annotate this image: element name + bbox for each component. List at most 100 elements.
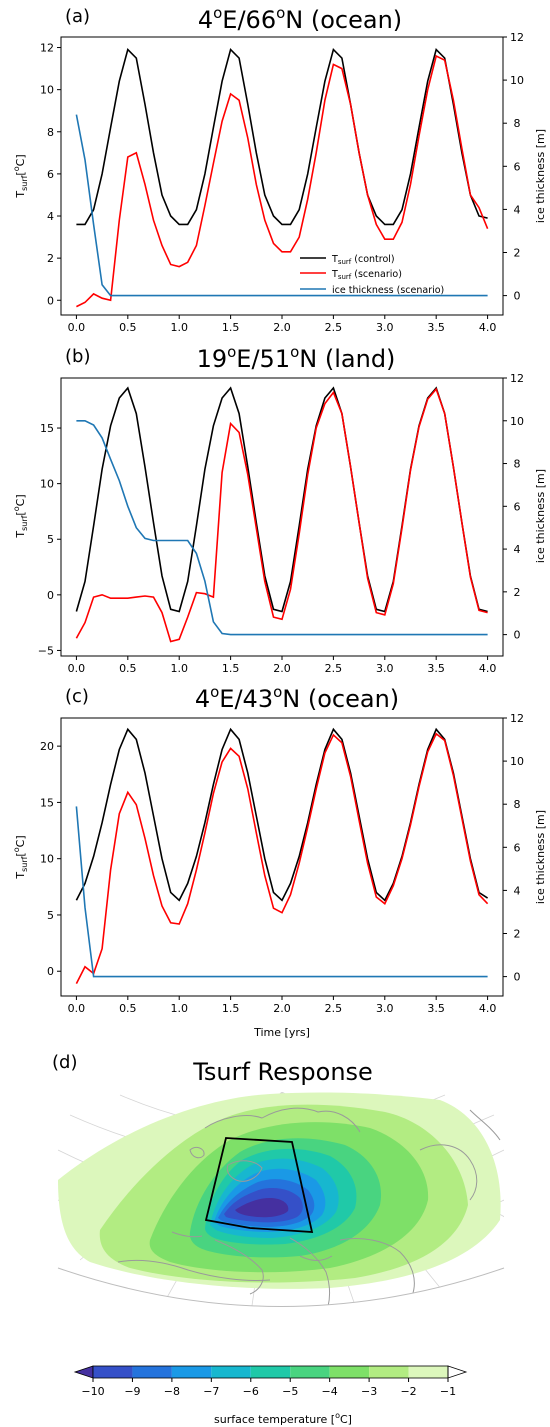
x-tick-label: 0.5	[119, 662, 137, 675]
colorbar-extend-min	[73, 1365, 94, 1379]
y-tick-label: 15	[40, 422, 54, 435]
x-tick-label: 2.5	[325, 1002, 343, 1015]
panel-label-d: (d)	[52, 1052, 77, 1073]
x-tick-label: 3.5	[427, 662, 445, 675]
contour-fills	[58, 1092, 501, 1289]
y-tick-label: 10	[40, 853, 54, 866]
y2-tick-label: 8	[514, 798, 521, 811]
colorbar-tick-label: −3	[361, 1385, 377, 1398]
x-tick-label: 3.5	[427, 321, 445, 334]
y2-tick-label: 8	[514, 458, 521, 471]
x-tick-label: 0.0	[68, 1002, 86, 1015]
panel-d-title: Tsurf Response	[192, 1058, 373, 1086]
series-ice-line	[76, 419, 488, 636]
coastlines	[117, 1107, 501, 1307]
x-tick-label: 1.0	[170, 1002, 188, 1015]
x-tick-label: 3.0	[376, 662, 394, 675]
y-tick-label: 12	[40, 42, 54, 55]
colorbar-tick-label: −6	[243, 1385, 259, 1398]
panel-label-c: (c)	[65, 686, 89, 707]
y2-tick-label: 4	[514, 543, 521, 556]
y2-tick-label: 4	[514, 203, 521, 216]
y2-tick-label: 6	[514, 160, 521, 173]
colorbar-label: surface temperature [oC]	[214, 1411, 352, 1426]
y-tick-label: 20	[40, 740, 54, 753]
y-tick-label: 0	[47, 294, 54, 307]
x-tick-label: 3.0	[376, 1002, 394, 1015]
x-tick-label: 1.0	[170, 321, 188, 334]
y-tick-label: 5	[47, 533, 54, 546]
panel-c-ylabel-right: ice thickness [m]	[534, 810, 547, 904]
map-boundary	[57, 1267, 505, 1307]
panel-c-ylabel: Tsurf[oC]	[12, 835, 29, 879]
series-control-line	[76, 48, 488, 226]
colorbar-tick-label: −7	[203, 1385, 219, 1398]
colorbar-tick-label: −2	[400, 1385, 416, 1398]
map-area	[58, 1092, 504, 1307]
series-scenario-line	[75, 387, 488, 643]
panel-a-legend: Tsurf (control) Tsurf (scenario) ice thi…	[300, 254, 444, 296]
x-tick-label: 4.0	[479, 662, 497, 675]
x-tick-label: 0.5	[119, 1002, 137, 1015]
y2-tick-label: 10	[510, 74, 524, 87]
x-tick-label: 4.0	[479, 1002, 497, 1015]
contour-level-10	[235, 1198, 289, 1218]
colorbar-segment	[369, 1366, 409, 1378]
y-tick-label: −5	[38, 644, 54, 657]
panel-a-ylabel-right: ice thickness [m]	[534, 129, 547, 223]
x-tick-label: 1.5	[222, 321, 240, 334]
panel-b-ylabel: Tsurf[oC]	[12, 494, 29, 538]
legend-label-control: Tsurf (control)	[331, 254, 395, 266]
series-control-line	[75, 386, 488, 613]
y2-tick-label: 2	[514, 586, 521, 599]
x-tick-label: 1.5	[222, 662, 240, 675]
colorbar-segment	[93, 1366, 133, 1378]
y2-tick-label: 0	[514, 290, 521, 303]
x-tick-label: 1.0	[170, 662, 188, 675]
x-tick-label: 1.5	[222, 1002, 240, 1015]
colorbar-tick-label: −9	[124, 1385, 140, 1398]
y-tick-label: 0	[47, 965, 54, 978]
x-tick-label: 2.0	[273, 321, 291, 334]
x-tick-label: 2.0	[273, 662, 291, 675]
y2-tick-label: 12	[510, 372, 524, 385]
panel-d: (d) Tsurf Response	[52, 1052, 505, 1426]
y2-tick-label: 2	[514, 247, 521, 260]
colorbar-segment	[211, 1366, 251, 1378]
colorbar-segment	[329, 1366, 370, 1378]
colorbar: −10 −9 −8 −7 −6 −5 −4 −3 −2 −1 surface temperatur…	[73, 1365, 468, 1426]
y2-tick-label: 10	[510, 755, 524, 768]
y2-tick-label: 10	[510, 415, 524, 428]
colorbar-segment	[132, 1366, 172, 1378]
colorbar-tick-label: −5	[282, 1385, 298, 1398]
panel-a-ylabel: Tsurf[oC]	[12, 154, 29, 198]
colorbar-frame	[92, 1365, 449, 1379]
panel-a: (a) 4oE/66oN (ocean) 0.0 0.5 1.0 1.5 2.0 2.5 3…	[12, 4, 547, 334]
panel-a-title: 4oE/66oN (ocean)	[198, 4, 402, 34]
y-tick-label: 10	[40, 84, 54, 97]
y-tick-label: 6	[47, 168, 54, 181]
series-scenario-line	[76, 54, 489, 308]
series-ice-line	[75, 806, 488, 978]
x-tick-label: 4.0	[479, 321, 497, 334]
panel-c: (c) 4oE/43oN (ocean) 0.0 0.5 1.0 1.5 2.0 2.5 3…	[12, 683, 547, 1039]
panel-c-xlabel: Time [yrs]	[253, 1026, 310, 1039]
legend-label-scenario: Tsurf (scenario)	[331, 269, 402, 281]
colorbar-tick-label: −8	[164, 1385, 180, 1398]
y-tick-label: 10	[40, 478, 54, 491]
panel-c-title: 4oE/43oN (ocean)	[195, 683, 399, 713]
colorbar-tick-label: −10	[81, 1385, 104, 1398]
colorbar-segment	[171, 1366, 212, 1378]
y2-tick-label: 12	[510, 31, 524, 44]
x-tick-label: 0.0	[68, 321, 86, 334]
panel-a-plot-frame	[60, 36, 504, 316]
legend-label-ice: ice thickness (scenario)	[332, 285, 444, 296]
y-tick-label: 5	[47, 909, 54, 922]
x-tick-label: 2.5	[325, 321, 343, 334]
y-tick-label: 15	[40, 796, 54, 809]
panel-label-a: (a)	[65, 6, 90, 27]
y2-tick-label: 4	[514, 884, 521, 897]
perturbation-domain-outline	[204, 1137, 314, 1233]
series-scenario-line	[75, 732, 489, 984]
panel-label-b: (b)	[65, 346, 90, 367]
